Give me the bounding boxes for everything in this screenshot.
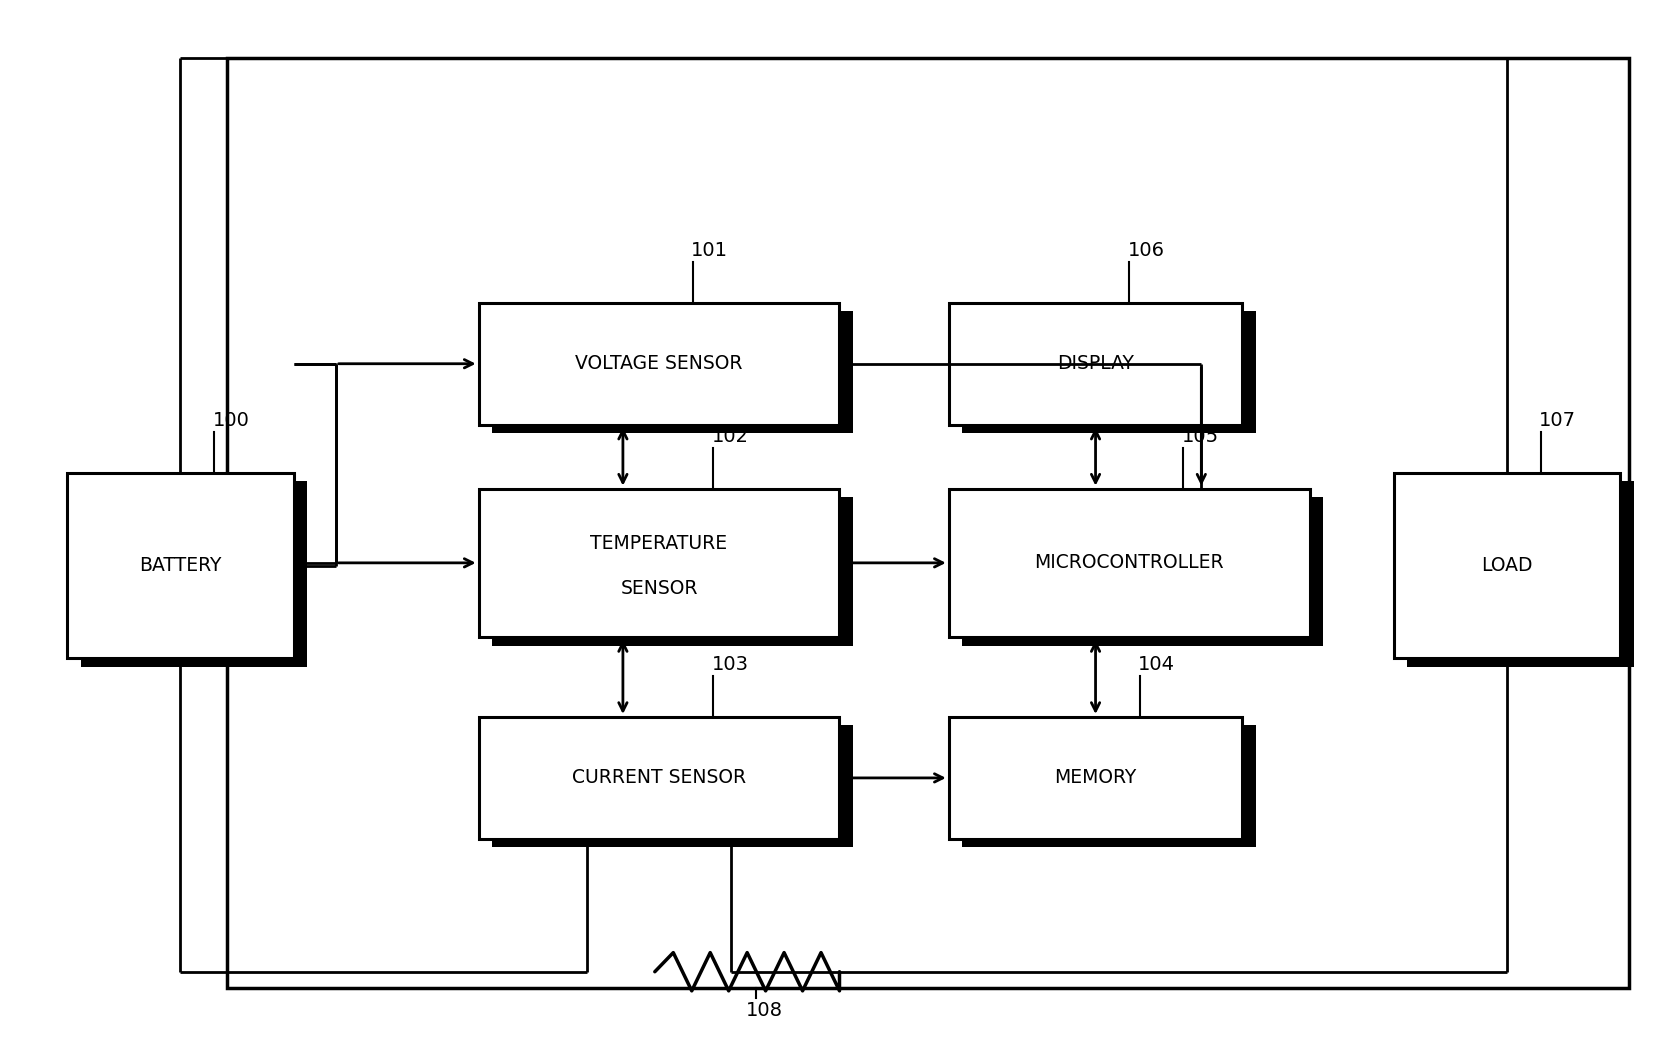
Text: 104: 104 xyxy=(1138,655,1175,674)
Text: 107: 107 xyxy=(1540,411,1577,430)
Polygon shape xyxy=(67,473,294,658)
Text: 102: 102 xyxy=(712,427,749,446)
Text: BATTERY: BATTERY xyxy=(139,556,222,575)
Text: 103: 103 xyxy=(712,655,749,674)
Text: 108: 108 xyxy=(745,1001,782,1021)
Text: TEMPERATURE: TEMPERATURE xyxy=(591,534,727,553)
Polygon shape xyxy=(949,303,1242,425)
Text: 100: 100 xyxy=(213,411,250,430)
Polygon shape xyxy=(1394,473,1620,658)
Polygon shape xyxy=(492,311,853,433)
Text: VOLTAGE SENSOR: VOLTAGE SENSOR xyxy=(576,355,742,373)
Polygon shape xyxy=(81,481,307,667)
Polygon shape xyxy=(1407,481,1634,667)
Text: LOAD: LOAD xyxy=(1481,556,1533,575)
Text: SENSOR: SENSOR xyxy=(620,579,698,598)
Polygon shape xyxy=(962,311,1256,433)
Polygon shape xyxy=(962,725,1256,847)
Text: 101: 101 xyxy=(690,241,729,260)
Text: 105: 105 xyxy=(1182,427,1219,446)
Text: MEMORY: MEMORY xyxy=(1054,769,1137,787)
Text: MICROCONTROLLER: MICROCONTROLLER xyxy=(1034,553,1224,572)
Polygon shape xyxy=(479,303,840,425)
Text: CURRENT SENSOR: CURRENT SENSOR xyxy=(573,769,745,787)
Polygon shape xyxy=(492,497,853,646)
Polygon shape xyxy=(479,717,840,839)
Polygon shape xyxy=(479,489,840,637)
Text: 106: 106 xyxy=(1127,241,1165,260)
Polygon shape xyxy=(949,489,1310,637)
Text: DISPLAY: DISPLAY xyxy=(1058,355,1133,373)
Polygon shape xyxy=(962,497,1323,646)
Polygon shape xyxy=(492,725,853,847)
Polygon shape xyxy=(949,717,1242,839)
